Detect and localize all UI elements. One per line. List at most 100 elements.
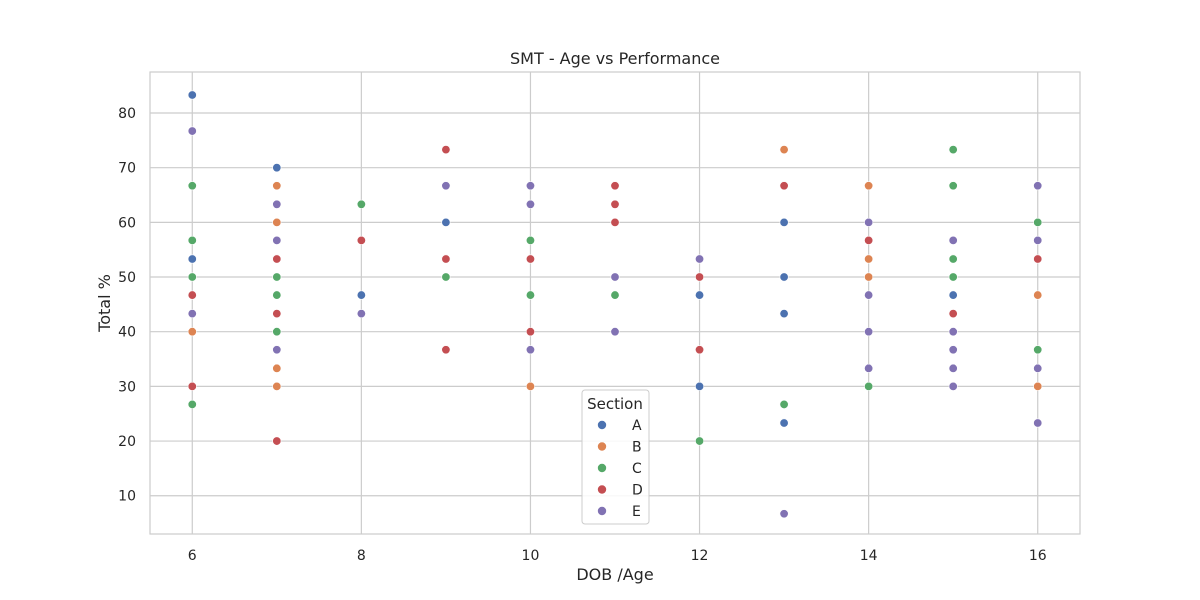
data-point-e [948,235,958,245]
data-point-e [441,181,451,191]
data-point-d [187,290,197,300]
data-point-c [1033,345,1043,355]
y-tick-label: 70 [118,161,136,177]
data-point-a [779,217,789,227]
data-point-e [610,272,620,282]
data-point-d [525,254,535,264]
legend-label-e: E [632,504,641,520]
legend-marker-b [597,442,607,451]
data-point-c [272,290,282,300]
data-point-e [1033,418,1043,428]
legend-label-c: C [632,461,642,477]
data-point-e [779,509,789,519]
data-point-d [695,272,705,282]
data-point-e [525,181,535,191]
data-point-c [525,235,535,245]
data-point-c [525,290,535,300]
data-point-c [272,327,282,337]
data-point-c [948,181,958,191]
data-point-e [272,199,282,209]
data-point-e [695,254,705,264]
data-point-e [864,327,874,337]
data-point-d [610,217,620,227]
x-tick-label: 16 [1029,548,1047,564]
data-point-d [864,235,874,245]
data-point-a [779,418,789,428]
data-point-b [864,254,874,264]
legend-label-d: D [632,483,643,499]
data-point-a [272,163,282,173]
data-point-d [610,181,620,191]
data-point-a [356,290,366,300]
data-point-d [441,345,451,355]
data-point-c [187,272,197,282]
x-tick-label: 6 [188,548,197,564]
data-point-e [187,309,197,319]
data-point-c [356,199,366,209]
data-point-b [187,327,197,337]
data-point-b [1033,290,1043,300]
data-point-e [272,235,282,245]
y-axis-ticks: 10 20 30 40 50 60 70 80 [118,106,136,505]
data-point-d [441,145,451,155]
data-point-c [441,272,451,282]
data-point-b [272,381,282,391]
legend-marker-a [597,420,607,430]
y-tick-label: 60 [118,215,136,231]
data-point-b [1033,381,1043,391]
data-point-b [525,381,535,391]
data-point-c [864,381,874,391]
data-point-d [695,345,705,355]
data-point-d [272,436,282,446]
data-point-b [864,181,874,191]
legend-marker-c [597,463,607,473]
y-tick-label: 40 [118,325,136,341]
y-tick-label: 80 [118,106,136,122]
data-point-e [187,126,197,136]
data-point-e [864,290,874,300]
data-point-a [779,272,789,282]
data-point-a [695,381,705,391]
data-point-a [187,254,197,264]
data-point-c [948,254,958,264]
data-point-a [779,309,789,319]
data-point-e [356,309,366,319]
data-point-d [272,254,282,264]
data-point-a [695,290,705,300]
data-point-b [779,145,789,155]
data-point-a [187,90,197,100]
legend-title: Section [587,395,643,413]
data-point-b [864,272,874,282]
data-point-e [948,381,958,391]
data-point-e [525,345,535,355]
data-point-b [272,363,282,373]
data-point-d [610,199,620,209]
data-point-e [864,217,874,227]
data-point-d [187,381,197,391]
data-point-c [948,272,958,282]
data-point-e [948,327,958,337]
x-tick-label: 14 [860,548,878,564]
data-points [187,90,1043,519]
data-point-d [948,309,958,319]
y-tick-label: 30 [118,379,136,395]
chart-title: SMT - Age vs Performance [510,49,720,68]
data-point-a [948,290,958,300]
x-tick-label: 10 [522,548,540,564]
data-point-c [1033,217,1043,227]
y-tick-label: 10 [118,489,136,505]
data-point-d [441,254,451,264]
data-point-c [779,399,789,409]
data-point-e [525,199,535,209]
data-point-d [356,235,366,245]
x-axis-ticks: 6 8 10 12 14 16 [188,548,1047,564]
legend-label-a: A [632,418,642,434]
data-point-c [948,145,958,155]
data-point-e [1033,363,1043,373]
data-point-c [187,181,197,191]
y-axis-label: Total % [95,274,114,333]
data-point-e [272,345,282,355]
